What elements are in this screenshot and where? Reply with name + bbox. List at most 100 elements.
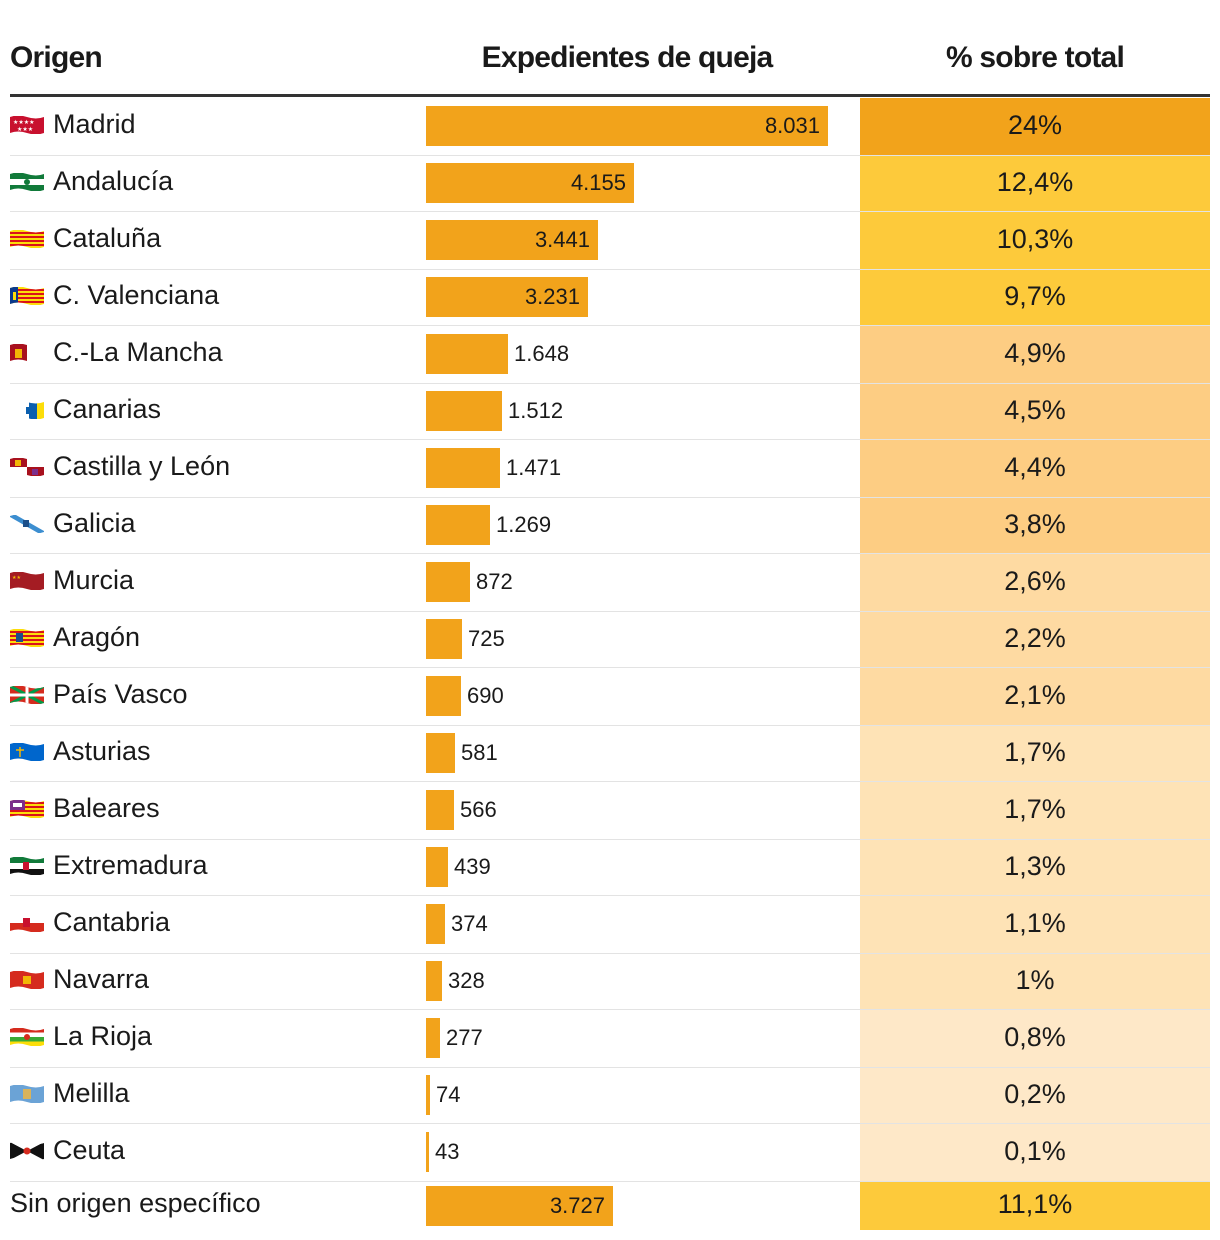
value-label: 277	[446, 1025, 483, 1050]
table-row: 4,9% C.-La Mancha 1.648	[10, 326, 1210, 384]
table-row: 4,4% Castilla y León 1.471	[10, 440, 1210, 498]
percent-cell: 0,1%	[860, 1124, 1210, 1182]
percent-label: 11,1%	[997, 1189, 1073, 1219]
percent-label: 1%	[1015, 965, 1055, 995]
row-divider	[10, 269, 1210, 270]
percent-label: 2,2%	[1004, 623, 1066, 653]
origin-label: Navarra	[53, 964, 150, 994]
table-row: 1,3% Extremadura 439	[10, 840, 1210, 896]
bar	[426, 733, 455, 773]
table-row: 2,6% ★★ Murcia 872	[10, 554, 1210, 612]
origin-label: Cataluña	[53, 223, 162, 253]
table-row: 9,7% C. Valenciana 3.231	[10, 270, 1210, 326]
table-row: 10,3% Cataluña 3.441	[10, 212, 1210, 270]
navarra-flag-icon	[10, 969, 44, 991]
row-divider	[10, 895, 1210, 896]
row-divider	[10, 725, 1210, 726]
row-divider	[10, 667, 1210, 668]
percent-cell: 1,7%	[860, 726, 1210, 782]
extremadura-flag-icon	[10, 855, 44, 877]
percent-label: 3,8%	[1004, 509, 1066, 539]
percent-label: 4,4%	[1004, 452, 1066, 482]
bar	[426, 448, 500, 488]
row-divider	[10, 1123, 1210, 1124]
table-row: 12,4% Andalucía 4.155	[10, 156, 1210, 212]
origin-label: La Rioja	[53, 1021, 153, 1051]
table-row: 0,1% Ceuta 43	[10, 1124, 1210, 1182]
castilla-y-leon-flag-icon	[10, 456, 44, 478]
row-divider	[10, 155, 1210, 156]
origin-label: Melilla	[53, 1078, 130, 1108]
origin-label: Extremadura	[53, 850, 208, 880]
value-label: 1.648	[514, 341, 570, 366]
table-row: 4,5% Canarias 1.512	[10, 384, 1210, 440]
bar	[426, 391, 502, 431]
percent-label: 12,4%	[996, 167, 1074, 197]
bar	[426, 676, 461, 716]
valenciana-flag-icon	[10, 285, 44, 307]
header-origin: Origen	[10, 41, 103, 74]
origin-label: Canarias	[53, 394, 162, 424]
header-expedientes: Expedientes de queja	[481, 41, 774, 74]
percent-cell: 1%	[860, 954, 1210, 1010]
percent-cell: 12,4%	[860, 156, 1210, 212]
percent-cell: 2,2%	[860, 612, 1210, 668]
table-row: 1% Navarra 328	[10, 954, 1210, 1010]
bar	[426, 277, 588, 317]
percent-label: 1,1%	[1004, 908, 1066, 938]
value-label: 328	[448, 968, 485, 993]
table-row: 11,1% Sin origen específico 3.727	[10, 1182, 1210, 1230]
value-label: 8.031	[764, 113, 820, 138]
table-row: 3,8% Galicia 1.269	[10, 498, 1210, 554]
cantabria-flag-icon	[10, 912, 44, 934]
percent-cell: 4,9%	[860, 326, 1210, 384]
row-divider	[10, 497, 1210, 498]
percent-cell: 9,7%	[860, 270, 1210, 326]
bar	[426, 106, 828, 146]
value-label: 439	[454, 854, 491, 879]
table-row: 0,8% La Rioja 277	[10, 1010, 1210, 1068]
canarias-flag-icon	[10, 399, 44, 421]
bar	[426, 1018, 440, 1058]
row-divider	[10, 1067, 1210, 1068]
row-divider	[10, 553, 1210, 554]
origin-label: Ceuta	[53, 1135, 126, 1165]
value-label: 581	[461, 740, 498, 765]
murcia-flag-icon: ★★	[10, 570, 44, 592]
value-label: 1.471	[506, 455, 562, 480]
bar	[426, 1186, 613, 1226]
bar	[426, 904, 445, 944]
svg-text:★★: ★★	[12, 575, 21, 581]
svg-text:★★★★: ★★★★	[13, 119, 35, 126]
row-divider	[10, 781, 1210, 782]
bar	[426, 505, 490, 545]
origin-label: C.-La Mancha	[53, 337, 223, 367]
percent-cell: 2,6%	[860, 554, 1210, 612]
table-row: 1,7% Asturias 581	[10, 726, 1210, 782]
value-label: 1.512	[508, 398, 564, 423]
table-row: 1,7% Baleares 566	[10, 782, 1210, 840]
percent-label: 2,1%	[1004, 680, 1066, 710]
percent-cell: 1,1%	[860, 896, 1210, 954]
row-divider	[10, 439, 1210, 440]
percent-cell: 0,8%	[860, 1010, 1210, 1068]
table-row: 0,2% Melilla 74	[10, 1068, 1210, 1124]
row-divider	[10, 839, 1210, 840]
percent-label: 2,6%	[1004, 566, 1066, 596]
value-label: 872	[476, 569, 513, 594]
origin-label: C. Valenciana	[53, 280, 220, 310]
percent-cell: 1,7%	[860, 782, 1210, 840]
bar	[426, 1132, 429, 1172]
row-divider	[10, 1181, 1210, 1182]
percent-label: 0,8%	[1004, 1022, 1066, 1052]
percent-label: 1,7%	[1004, 794, 1066, 824]
bar	[426, 619, 462, 659]
table-row: 2,2% Aragón 725	[10, 612, 1210, 668]
row-divider	[10, 611, 1210, 612]
origin-label: Madrid	[53, 109, 136, 139]
percent-label: 1,7%	[1004, 737, 1066, 767]
row-divider	[10, 383, 1210, 384]
percent-label: 9,7%	[1004, 281, 1066, 311]
value-label: 74	[436, 1082, 461, 1107]
percent-cell: 2,1%	[860, 668, 1210, 726]
